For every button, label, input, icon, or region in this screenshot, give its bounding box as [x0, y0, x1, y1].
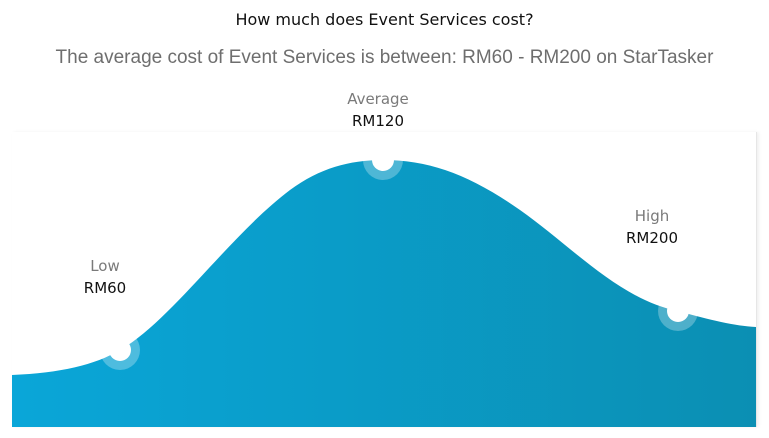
page-subtitle: The average cost of Event Services is be… [55, 47, 714, 68]
high-price-value: RM200 [626, 229, 678, 247]
high-label-text: High [634, 207, 670, 225]
high-price-label: High RM200 [592, 205, 712, 249]
average-label-text: Average [347, 90, 409, 108]
marker-high[interactable] [658, 291, 698, 331]
curve-area [12, 160, 756, 427]
low-price-value: RM60 [83, 279, 127, 297]
low-label-text: Low [90, 257, 120, 275]
average-price-label: Average RM120 [318, 88, 438, 132]
chart-card [12, 132, 757, 427]
average-price-value: RM120 [352, 112, 404, 130]
marker-average[interactable] [363, 140, 403, 180]
page-title: How much does Event Services cost? [235, 10, 534, 29]
low-price-label: Low RM60 [45, 255, 165, 299]
marker-low[interactable] [100, 330, 140, 370]
